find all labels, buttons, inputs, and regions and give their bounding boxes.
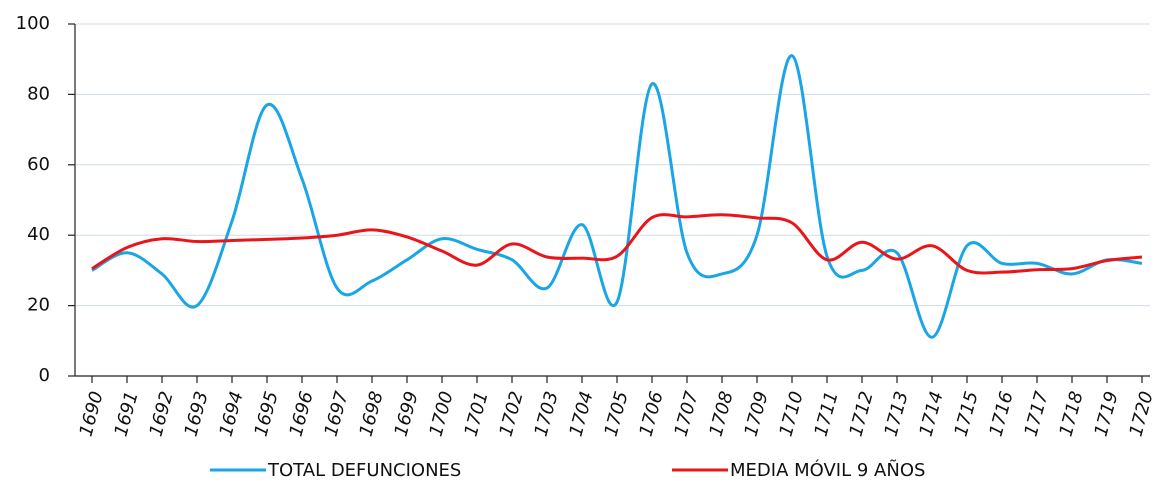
y-tick-label: 60 [27, 154, 50, 175]
x-tick-label: 1705 [601, 389, 633, 439]
x-tick-label: 1711 [811, 389, 843, 439]
x-tick-label: 1696 [286, 389, 318, 439]
x-tick-label: 1717 [1021, 389, 1053, 439]
y-tick-label: 100 [16, 13, 50, 34]
x-tick-label: 1706 [636, 389, 668, 439]
series-line [91, 213, 1143, 275]
x-tick-label: 1713 [881, 389, 913, 439]
x-tick-label: 1718 [1056, 389, 1088, 439]
legend-label: MEDIA MÓVIL 9 AÑOS [730, 459, 925, 481]
y-tick-label: 80 [27, 83, 50, 104]
x-tick-label: 1712 [846, 389, 878, 439]
x-tick-label: 1703 [531, 389, 563, 439]
x-tick-label: 1708 [706, 389, 738, 439]
x-tick-label: 1707 [671, 389, 703, 439]
x-tick-label: 1693 [181, 389, 213, 439]
x-tick-label: 1691 [111, 389, 143, 439]
x-tick-label: 1692 [146, 389, 178, 439]
x-tick-label: 1690 [76, 389, 108, 439]
x-tick-label: 1694 [216, 389, 248, 439]
x-tick-label: 1702 [496, 389, 528, 439]
x-tick-label: 1720 [1126, 389, 1154, 439]
series-line [91, 54, 1143, 339]
x-tick-label: 1714 [916, 389, 948, 439]
x-tick-label: 1698 [356, 389, 388, 439]
x-tick-label: 1716 [986, 389, 1018, 439]
x-tick-label: 1709 [741, 389, 773, 439]
x-tick-label: 1697 [321, 389, 353, 439]
x-tick-label: 1701 [461, 389, 493, 439]
x-tick-label: 1704 [566, 389, 598, 439]
y-tick-label: 20 [27, 295, 50, 316]
x-tick-label: 1699 [391, 389, 423, 439]
y-tick-label: 40 [27, 224, 50, 245]
x-tick-label: 1715 [951, 389, 983, 439]
x-tick-label: 1719 [1091, 389, 1123, 439]
legend-label: TOTAL DEFUNCIONES [267, 460, 461, 481]
y-tick-label: 0 [39, 365, 50, 386]
x-tick-label: 1710 [776, 389, 808, 439]
x-tick-label: 1695 [251, 389, 283, 439]
x-tick-label: 1700 [426, 389, 458, 439]
